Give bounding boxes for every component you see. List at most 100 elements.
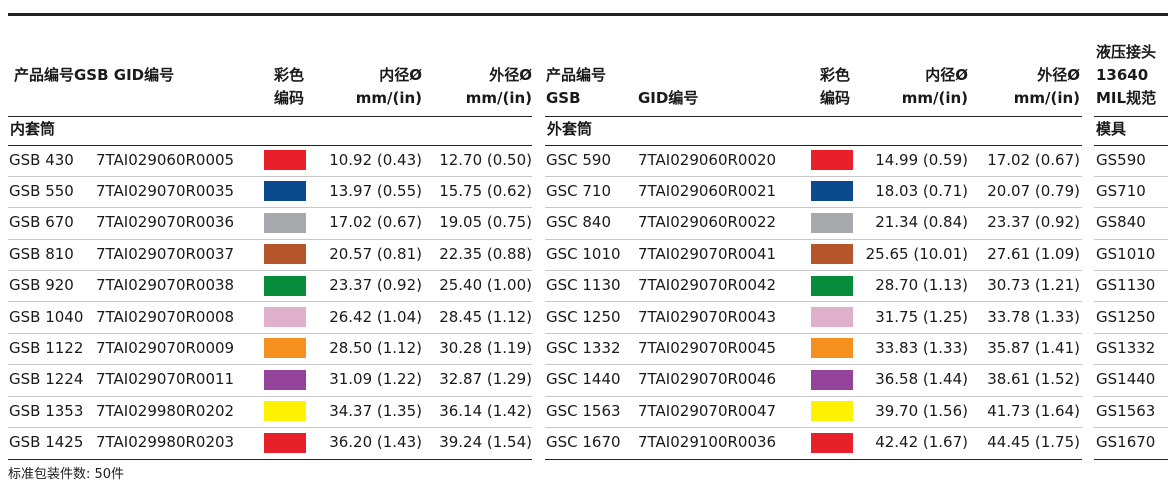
- inner-diameter: 21.34 (0.84): [875, 213, 968, 232]
- product-code: GSC 710: [546, 181, 612, 200]
- product-code: GSB 430: [9, 150, 74, 169]
- header-rule: [545, 116, 1082, 117]
- outer-diameter: 20.07 (0.79): [987, 181, 1080, 200]
- header-cell: 液压接头 13640 MIL规范: [1096, 43, 1157, 107]
- row-rule: [1094, 395, 1168, 397]
- header-cell: 内径Ø mm/(in): [355, 66, 422, 107]
- color-swatch: [811, 212, 853, 233]
- row-rule: [545, 238, 1082, 240]
- inner-diameter: 13.97 (0.55): [329, 181, 422, 200]
- inner-diameter: 33.83 (1.33): [875, 338, 968, 357]
- header-cell: 彩色 编码: [820, 66, 851, 107]
- header-cell: 产品编号 GSB: [546, 66, 607, 107]
- mold-code: GS1010: [1096, 244, 1156, 263]
- color-swatch: [811, 307, 853, 327]
- gid: 7TAI029070R0011: [96, 370, 235, 389]
- gid: 7TAI029060R0005: [96, 150, 235, 169]
- gid: 7TAI029070R0046: [638, 370, 777, 389]
- inner-diameter: 36.20 (1.43): [329, 433, 422, 452]
- color-swatch: [264, 401, 306, 422]
- inner-diameter: 42.42 (1.67): [875, 433, 968, 452]
- outer-diameter: 32.87 (1.29): [439, 370, 532, 389]
- header-cell: 外径Ø mm/(in): [1013, 66, 1080, 107]
- gid: 7TAI029060R0020: [638, 150, 777, 169]
- inner-diameter: 26.42 (1.04): [329, 307, 422, 326]
- color-swatch: [811, 432, 853, 453]
- header-rule: [1094, 116, 1168, 117]
- outer-diameter: 19.05 (0.75): [439, 213, 532, 232]
- color-swatch: [264, 369, 306, 390]
- product-code: GSB 1040: [9, 307, 84, 326]
- inner-diameter: 31.75 (1.25): [875, 307, 968, 326]
- gid: 7TAI029070R0009: [96, 338, 235, 357]
- row-rule: [8, 207, 532, 209]
- bottom-rule: [1094, 458, 1168, 460]
- mold-code: GS590: [1096, 150, 1146, 169]
- inner-diameter: 25.65 (10.01): [865, 244, 968, 263]
- color-swatch: [811, 181, 853, 202]
- row-rule: [545, 207, 1082, 209]
- row-rule: [8, 395, 532, 397]
- row-rule: [545, 395, 1082, 397]
- gid: 7TAI029980R0203: [96, 433, 235, 452]
- inner-diameter: 36.58 (1.44): [875, 370, 968, 389]
- bottom-rule: [8, 458, 532, 460]
- gid: 7TAI029070R0037: [96, 244, 235, 263]
- product-code: GSB 920: [9, 276, 74, 295]
- outer-diameter: 30.73 (1.21): [987, 276, 1080, 295]
- inner-diameter: 18.03 (0.71): [875, 181, 968, 200]
- row-rule: [8, 269, 532, 271]
- product-code: GSC 1332: [546, 338, 621, 357]
- inner-diameter: 10.92 (0.43): [329, 150, 422, 169]
- mold-code: GS840: [1096, 213, 1146, 232]
- product-code: GSB 670: [9, 213, 74, 232]
- outer-diameter: 28.45 (1.12): [439, 307, 532, 326]
- row-rule: [8, 364, 532, 366]
- row-rule: [545, 301, 1082, 303]
- gid: 7TAI029060R0022: [638, 213, 777, 232]
- row-rule: [1094, 301, 1168, 303]
- inner-diameter: 20.57 (0.81): [329, 244, 422, 263]
- mold-code: GS1250: [1096, 307, 1156, 326]
- section-label: 模具: [1096, 120, 1127, 138]
- outer-diameter: 33.78 (1.33): [987, 307, 1080, 326]
- row-rule: [8, 301, 532, 303]
- bottom-rule: [545, 458, 1082, 460]
- row-rule: [1094, 332, 1168, 334]
- mold-code: GS1130: [1096, 276, 1156, 295]
- row-rule: [545, 269, 1082, 271]
- product-code: GSC 590: [546, 150, 612, 169]
- row-rule: [1094, 269, 1168, 271]
- outer-diameter: 25.40 (1.00): [439, 276, 532, 295]
- product-code: GSC 840: [546, 213, 612, 232]
- row-rule: [545, 426, 1082, 428]
- color-swatch: [811, 150, 853, 170]
- row-rule: [545, 364, 1082, 366]
- section-rule: [8, 145, 532, 146]
- row-rule: [1094, 207, 1168, 209]
- inner-diameter: 23.37 (0.92): [329, 276, 422, 295]
- mold-code: GS710: [1096, 181, 1146, 200]
- color-swatch: [264, 181, 306, 202]
- outer-diameter: 38.61 (1.52): [987, 370, 1080, 389]
- color-swatch: [811, 244, 853, 265]
- product-code: GSB 810: [9, 244, 74, 263]
- inner-diameter: 28.70 (1.13): [875, 276, 968, 295]
- row-rule: [8, 238, 532, 240]
- section-label: 外套筒: [547, 120, 593, 138]
- header-rule: [8, 116, 532, 117]
- gid: 7TAI029070R0036: [96, 213, 235, 232]
- gid: 7TAI029070R0038: [96, 276, 235, 295]
- product-code: GSC 1563: [546, 401, 621, 420]
- inner-diameter: 14.99 (0.59): [875, 150, 968, 169]
- product-code: GSB 1224: [9, 370, 84, 389]
- gid: 7TAI029070R0047: [638, 401, 777, 420]
- row-rule: [1094, 364, 1168, 366]
- gid: 7TAI029070R0042: [638, 276, 777, 295]
- color-swatch: [264, 150, 306, 170]
- row-rule: [8, 175, 532, 177]
- product-code: GSC 1130: [546, 276, 621, 295]
- inner-diameter: 28.50 (1.12): [329, 338, 422, 357]
- gid: 7TAI029070R0008: [96, 307, 235, 326]
- color-swatch: [264, 275, 306, 296]
